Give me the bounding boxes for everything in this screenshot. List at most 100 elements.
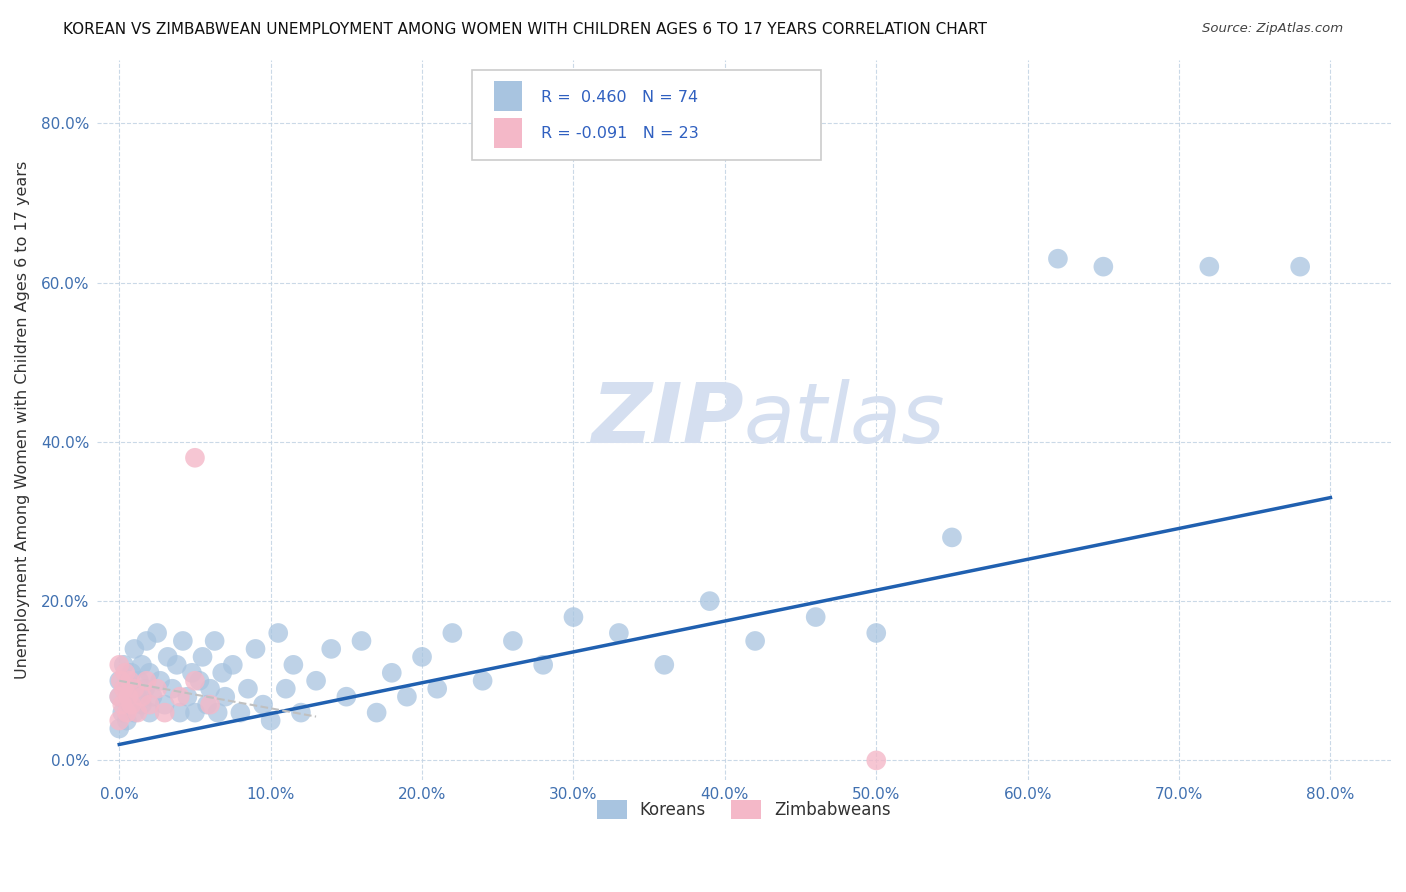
Point: [108, 673, 131, 688]
Text: Source: ZipAtlas.com: Source: ZipAtlas.com: [1202, 22, 1343, 36]
FancyBboxPatch shape: [472, 70, 821, 161]
Point: [744, 634, 766, 648]
Point: [260, 714, 283, 728]
Point: [350, 634, 373, 648]
Point: [222, 657, 245, 672]
Point: [195, 698, 218, 712]
Point: [146, 626, 169, 640]
Point: [1092, 260, 1115, 274]
Point: [1289, 260, 1312, 274]
Point: [138, 706, 160, 720]
Point: [865, 626, 887, 640]
Point: [131, 690, 153, 704]
Point: [146, 681, 169, 696]
Point: [562, 610, 585, 624]
Point: [124, 641, 146, 656]
Point: [699, 594, 721, 608]
Point: [172, 634, 194, 648]
Point: [131, 698, 153, 712]
Point: [214, 690, 236, 704]
Point: [108, 722, 131, 736]
Point: [118, 698, 141, 712]
Point: [124, 706, 146, 720]
Point: [138, 698, 160, 712]
Point: [198, 681, 221, 696]
Point: [211, 665, 233, 680]
Text: R = -0.091   N = 23: R = -0.091 N = 23: [540, 127, 699, 141]
Point: [108, 714, 131, 728]
Point: [127, 690, 149, 704]
Point: [245, 641, 267, 656]
Point: [114, 665, 136, 680]
Point: [441, 626, 464, 640]
Point: [115, 706, 138, 720]
Point: [267, 626, 290, 640]
Point: [335, 690, 357, 704]
Point: [204, 634, 226, 648]
Point: [156, 649, 179, 664]
Point: [117, 690, 139, 704]
Text: R =  0.460   N = 74: R = 0.460 N = 74: [540, 89, 697, 104]
Point: [198, 698, 221, 712]
Text: atlas: atlas: [744, 379, 945, 460]
Point: [138, 665, 160, 680]
Point: [149, 673, 172, 688]
Point: [184, 450, 207, 465]
Point: [169, 706, 191, 720]
Point: [531, 657, 554, 672]
Point: [111, 706, 134, 720]
Point: [941, 530, 963, 544]
Point: [865, 753, 887, 767]
Point: [108, 657, 131, 672]
Point: [381, 665, 404, 680]
Point: [108, 690, 131, 704]
Legend: Koreans, Zimbabweans: Koreans, Zimbabweans: [591, 794, 897, 826]
FancyBboxPatch shape: [494, 118, 523, 148]
Point: [111, 698, 134, 712]
Point: [305, 673, 328, 688]
Point: [120, 698, 142, 712]
Text: ZIP: ZIP: [591, 379, 744, 460]
Point: [184, 706, 207, 720]
Point: [366, 706, 388, 720]
Point: [283, 657, 305, 672]
Point: [411, 649, 433, 664]
Point: [1046, 252, 1069, 266]
Point: [112, 681, 135, 696]
Point: [274, 681, 297, 696]
Point: [115, 714, 138, 728]
Point: [127, 706, 149, 720]
Point: [118, 673, 141, 688]
Point: [395, 690, 418, 704]
Point: [184, 673, 207, 688]
Point: [124, 681, 146, 696]
Point: [181, 665, 204, 680]
Point: [229, 706, 252, 720]
Point: [207, 706, 229, 720]
Text: KOREAN VS ZIMBABWEAN UNEMPLOYMENT AMONG WOMEN WITH CHILDREN AGES 6 TO 17 YEARS C: KOREAN VS ZIMBABWEAN UNEMPLOYMENT AMONG …: [63, 22, 987, 37]
Point: [236, 681, 259, 696]
Point: [804, 610, 827, 624]
Point: [134, 681, 156, 696]
Point: [112, 657, 135, 672]
Point: [607, 626, 630, 640]
Point: [176, 690, 198, 704]
Point: [1198, 260, 1220, 274]
Point: [135, 634, 157, 648]
Point: [120, 665, 142, 680]
FancyBboxPatch shape: [494, 81, 523, 112]
Point: [142, 690, 165, 704]
Point: [191, 649, 214, 664]
Point: [502, 634, 524, 648]
Point: [153, 698, 176, 712]
Point: [135, 673, 157, 688]
Point: [290, 706, 312, 720]
Point: [321, 641, 343, 656]
Point: [169, 690, 191, 704]
Point: [131, 657, 153, 672]
Point: [252, 698, 274, 712]
Point: [652, 657, 675, 672]
Y-axis label: Unemployment Among Women with Children Ages 6 to 17 years: Unemployment Among Women with Children A…: [15, 161, 30, 679]
Point: [128, 673, 150, 688]
Point: [471, 673, 494, 688]
